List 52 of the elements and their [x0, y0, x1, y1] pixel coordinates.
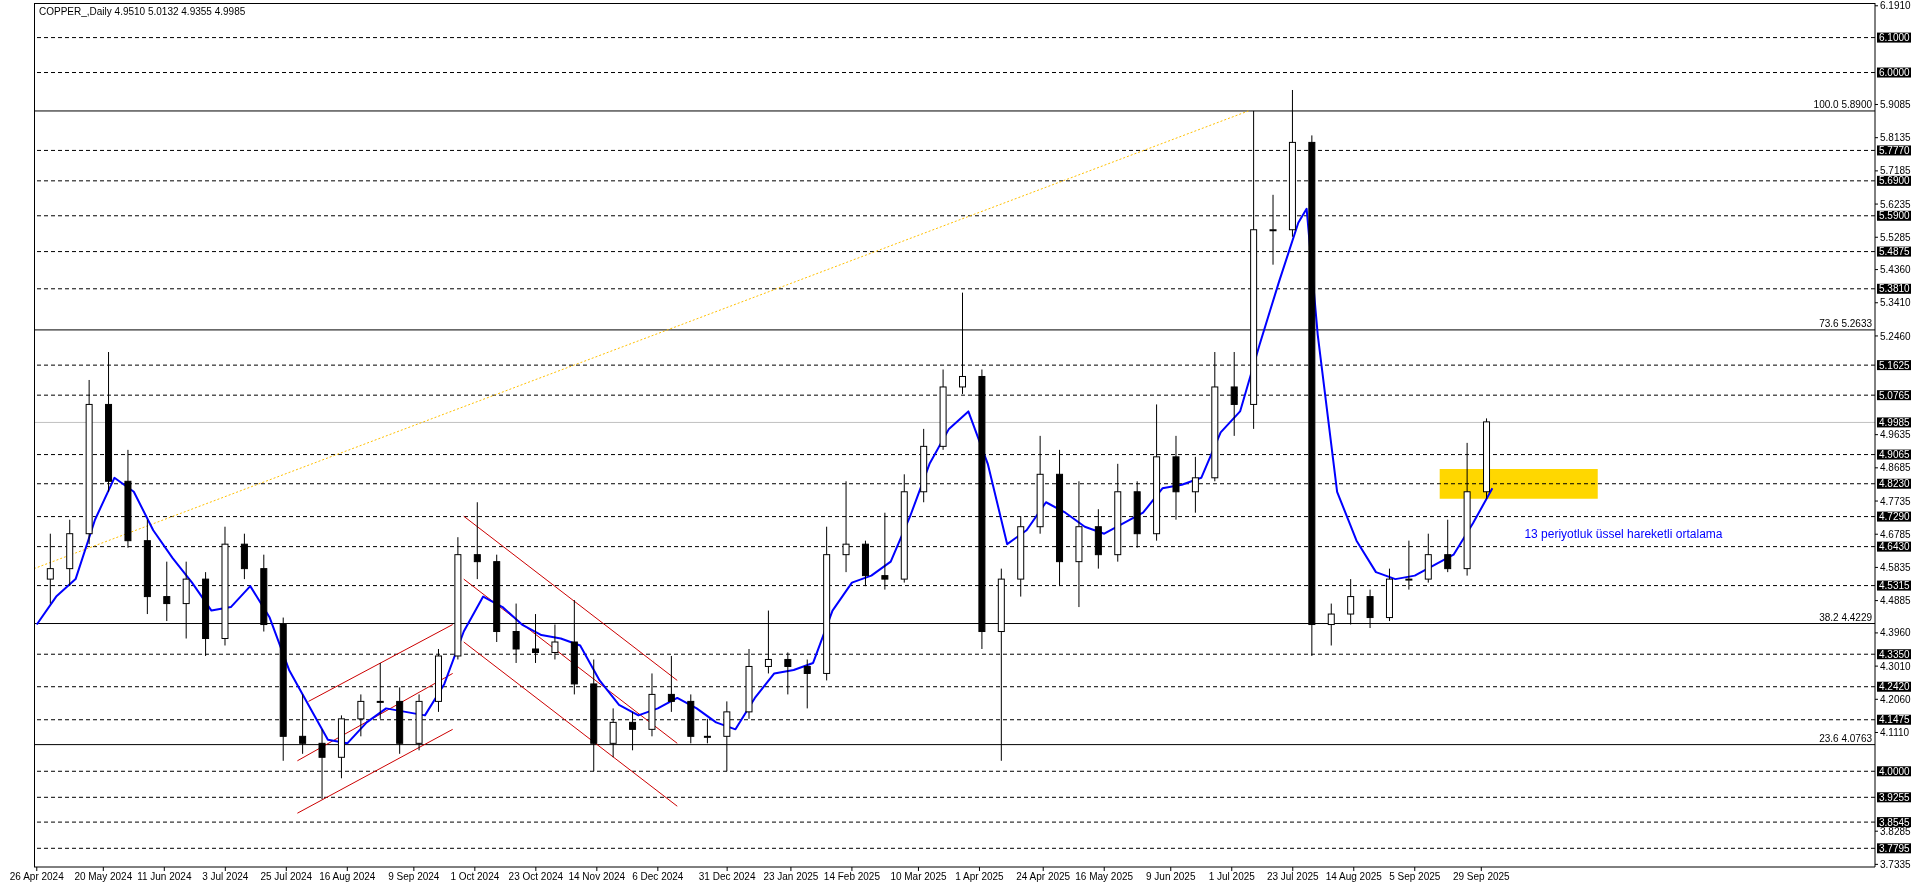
text: 13 periyotluk üssel hareketli ortalama: [1524, 527, 1723, 542]
y-tick-label: 4.9635: [1880, 429, 1912, 441]
x-tick-label: 23 Oct 2024: [508, 871, 564, 883]
y-tick-label: 4.7735: [1880, 495, 1912, 507]
y-tick-label: 5.8135: [1880, 132, 1912, 144]
x-tick-label: 5 Sep 2025: [1389, 871, 1441, 883]
y-tick-label: 4.3010: [1880, 660, 1912, 672]
y-tick-label: 3.7335: [1880, 858, 1912, 870]
ref-line-label: 23.6 4.0763: [1819, 732, 1873, 744]
x-tick-label: 3 Jul 2024: [202, 871, 249, 883]
ref-line-label: 38.2 4.4229: [1819, 611, 1873, 623]
y-tick-label: 4.1110: [1880, 727, 1910, 739]
x-tick-label: 9 Sep 2024: [388, 871, 440, 883]
x-tick-label: 16 Aug 2024: [319, 871, 376, 883]
x-tick-label: 1 Oct 2024: [450, 871, 500, 883]
y-tick-label: 4.5835: [1880, 561, 1912, 573]
x-tick-label: 25 Jul 2024: [260, 871, 313, 883]
y-tick-label: 5.7185: [1880, 165, 1912, 177]
y-tick-label: 6.1910: [1880, 0, 1912, 12]
line-series: [35, 207, 1494, 745]
x-tick-label: 11 Jun 2024: [137, 871, 192, 883]
y-tick-label: 5.2460: [1880, 330, 1912, 342]
x-tick-label: 23 Jan 2025: [763, 871, 819, 883]
x-tick-label: 26 Apr 2024: [9, 871, 65, 883]
x-tick-label: 6 Dec 2024: [632, 871, 684, 883]
x-tick-label: 14 Nov 2024: [568, 871, 626, 883]
y-tick-label: 4.8685: [1880, 462, 1912, 474]
y-tick-label: 3.8285: [1880, 825, 1912, 837]
chart-title: COPPER_,Daily 4.9510 5.0132 4.9355 4.9985: [39, 6, 246, 17]
x-tick-label: 1 Apr 2025: [955, 871, 1005, 883]
y-tick-label: 4.3960: [1880, 627, 1912, 639]
y-tick-label: 5.4360: [1880, 264, 1912, 276]
x-tick-label: 9 Jun 2025: [1146, 871, 1196, 883]
y-tick-label: 5.3410: [1880, 297, 1912, 309]
ref-line-label: 73.6 5.2633: [1819, 317, 1873, 329]
x-tick-label: 24 Apr 2025: [1016, 871, 1071, 883]
x-tick-label: 20 May 2024: [74, 871, 133, 883]
x-tick-label: 31 Dec 2024: [698, 871, 756, 883]
y-tick-label: 5.5285: [1880, 231, 1912, 243]
y-tick-label: 4.4885: [1880, 595, 1912, 607]
x-tick-label: 10 Mar 2025: [890, 871, 947, 883]
x-tick-label: 1 Jul 2025: [1208, 871, 1256, 883]
x-tick-label: 29 Sep 2025: [1452, 871, 1511, 883]
y-tick-label: 5.9085: [1880, 99, 1912, 111]
x-tick-label: 14 Aug 2025: [1325, 871, 1383, 883]
x-tick-label: 23 Jul 2025: [1266, 871, 1320, 883]
x-tick-label: 16 May 2025: [1075, 871, 1134, 883]
y-tick-label: 5.6235: [1880, 198, 1912, 210]
y-tick-label: 4.2060: [1880, 693, 1912, 705]
y-tick-label: 4.6785: [1880, 528, 1912, 540]
ref-line-label: 100.0 5.8900: [1813, 98, 1873, 110]
x-tick-label: 14 Feb 2025: [823, 871, 881, 883]
